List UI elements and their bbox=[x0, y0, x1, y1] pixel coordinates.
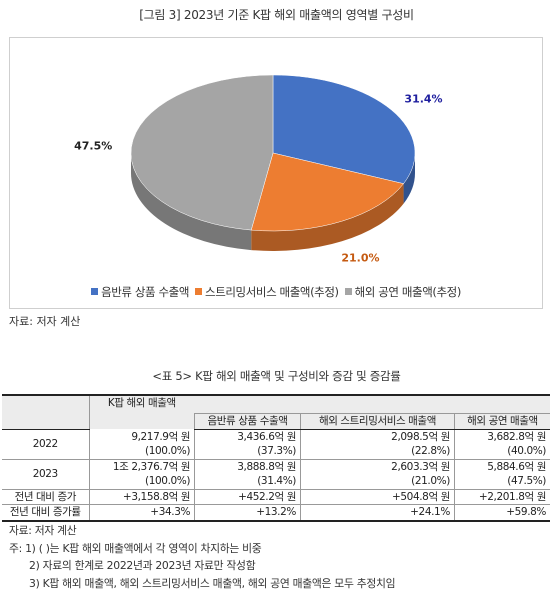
table-title: <표 5> K팝 해외 매출액 및 구성비와 증감 및 증감률 bbox=[152, 369, 401, 383]
legend-item-streaming: 스트리밍서비스 매출액(추정) bbox=[195, 284, 339, 300]
table-cell: +13.2% bbox=[194, 504, 301, 522]
table-cell: (47.5%) bbox=[453, 474, 550, 489]
pie-slice-album bbox=[272, 74, 416, 184]
pie-side-streaming bbox=[251, 183, 404, 251]
chart-legend: 음반류 상품 수출액 스트리밍서비스 매출액(추정) 해외 공연 매출액(추정) bbox=[10, 284, 542, 300]
figure-source: 자료: 저자 계산 bbox=[9, 315, 81, 328]
table-notes: 자료: 저자 계산 주: 1) ( )는 K팝 해외 매출액에서 각 영역이 차… bbox=[9, 522, 396, 592]
pie-slice-concert bbox=[130, 74, 274, 231]
legend-swatch bbox=[195, 288, 203, 295]
chart-panel: 31.4% 21.0% 47.5% 음반류 상품 수출액 스트리밍서비스 매출액(추정… bbox=[9, 37, 543, 309]
table-cell: +2,201.8억 원 bbox=[453, 488, 550, 505]
table-cell: (40.0%) bbox=[453, 444, 550, 459]
legend-label: 스트리밍서비스 매출액(추정) bbox=[205, 285, 339, 299]
legend-label: 음반류 상품 수출액 bbox=[101, 285, 190, 299]
table-cell: +24.1% bbox=[299, 504, 455, 522]
table-header-concert: 해외 공연 매출액 bbox=[453, 412, 550, 430]
row-label-2022: 2022 bbox=[32, 438, 59, 450]
table-cell: 1조 2,376.7억 원 bbox=[88, 458, 195, 474]
figure-title: [그림 3] 2023년 기준 K팝 해외 매출액의 영역별 구성비 bbox=[139, 8, 414, 22]
table-cell: +34.3% bbox=[88, 504, 195, 522]
table-cell: 5,884.6억 원 bbox=[453, 458, 550, 474]
legend-swatch bbox=[344, 288, 352, 295]
table-cell: (22.8%) bbox=[299, 444, 455, 459]
table-cell: 9,217.9억 원 bbox=[88, 429, 195, 444]
legend-item-album: 음반류 상품 수출액 bbox=[91, 284, 189, 300]
data-table: K팝 해외 매출액 음반류 상품 수출액 해외 스트리밍서비스 매출액 해외 공… bbox=[2, 394, 550, 522]
table-cell: 3,888.8억 원 bbox=[194, 458, 301, 474]
table-cell: (100.0%) bbox=[88, 474, 195, 489]
table-cell: +504.8억 원 bbox=[299, 488, 455, 505]
legend-swatch bbox=[91, 288, 99, 295]
note-line: 3) K팝 해외 매출액, 해외 스트리밍서비스 매출액, 해외 공연 매출액은… bbox=[29, 576, 396, 590]
table-cell: (37.3%) bbox=[194, 444, 301, 459]
pie-chart: 31.4% 21.0% 47.5% bbox=[74, 74, 443, 265]
table-header-streaming: 해외 스트리밍서비스 매출액 bbox=[299, 412, 455, 430]
legend-label: 해외 공연 매출액(추정) bbox=[354, 285, 462, 299]
table-header-total: K팝 해외 매출액 bbox=[88, 394, 195, 429]
table-cell: 3,436.6억 원 bbox=[194, 429, 301, 444]
table-cell: (21.0%) bbox=[299, 474, 455, 489]
notes-source: 자료: 저자 계산 bbox=[9, 524, 77, 537]
pie-side-album bbox=[403, 153, 415, 204]
table-header-album: 음반류 상품 수출액 bbox=[194, 412, 301, 430]
pie-data-label-concert: 47.5% bbox=[74, 139, 112, 152]
pie-data-label-streaming: 21.0% bbox=[341, 252, 379, 265]
table-cell: (31.4%) bbox=[194, 474, 301, 489]
row-label-yoy-increase: 전년 대비 증가 bbox=[2, 488, 90, 505]
table-cell: +3,158.8억 원 bbox=[88, 488, 195, 505]
row-label-2023: 2023 bbox=[2, 458, 90, 489]
table-cell: (100.0%) bbox=[88, 444, 195, 459]
pie-data-label-album: 31.4% bbox=[404, 92, 442, 105]
table-cell: 2,098.5억 원 bbox=[299, 429, 455, 444]
table-header-blank bbox=[2, 394, 90, 430]
pie-slice-streaming bbox=[250, 152, 405, 232]
note-line: 주: 1) ( )는 K팝 해외 매출액에서 각 영역이 차지하는 비중 bbox=[9, 541, 262, 555]
table-cell: +452.2억 원 bbox=[194, 488, 301, 505]
legend-item-concert: 해외 공연 매출액(추정) bbox=[344, 284, 462, 300]
note-line: 2) 자료의 한계로 2022년과 2023년 자료만 작성함 bbox=[29, 559, 256, 572]
row-label-yoy-rate: 전년 대비 증가률 bbox=[2, 504, 90, 522]
table-cell: +59.8% bbox=[453, 504, 550, 522]
table-cell: 2,603.3억 원 bbox=[299, 458, 455, 474]
table-cell: 3,682.8억 원 bbox=[453, 429, 550, 444]
